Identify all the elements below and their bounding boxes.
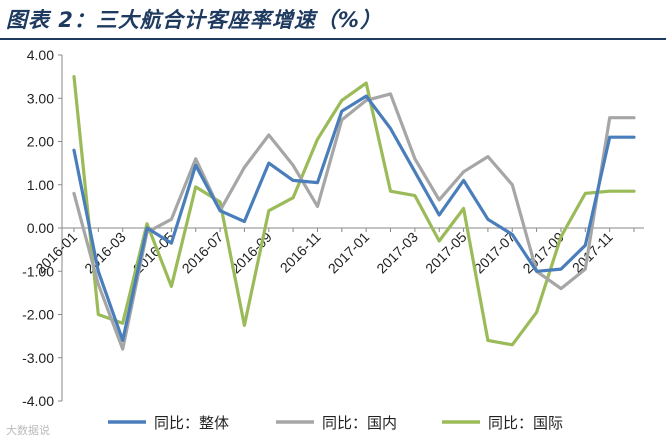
x-tick-label: 2017-05 xyxy=(422,229,470,277)
x-tick-label: 2017-01 xyxy=(325,229,373,277)
series-line xyxy=(72,94,636,342)
y-tick-label: 1.00 xyxy=(27,177,54,193)
x-tick-label: 2016-07 xyxy=(179,229,227,277)
chart-title: 图表 2：三大航合计客座率增速（%） xyxy=(6,8,382,32)
y-tick-label: 4.00 xyxy=(27,47,54,63)
legend-label: 同比：整体 xyxy=(154,414,229,432)
x-tick-label: 2017-03 xyxy=(373,229,421,277)
x-tick-label: 2017-11 xyxy=(569,229,616,276)
y-tick-label: -2.00 xyxy=(22,307,54,323)
watermark: 大数据说 xyxy=(6,424,50,437)
x-tick-label: 2016-11 xyxy=(277,229,324,276)
y-tick-label: 0.00 xyxy=(27,220,54,236)
y-tick-label: -3.00 xyxy=(22,350,54,366)
y-tick-label: 2.00 xyxy=(27,134,54,150)
y-tick-label: -1.00 xyxy=(22,263,54,279)
y-tick-label: 3.00 xyxy=(27,90,54,106)
series-line xyxy=(72,74,636,347)
y-axis: 4.00 3.00 2.00 1.00 0.00 -1.00 -2.00 -3.00 -4.00 xyxy=(22,47,63,409)
legend: 同比：整体 同比：国内 同比：国际 xyxy=(108,414,563,432)
title-divider xyxy=(0,38,666,40)
series-line xyxy=(72,92,636,351)
y-tick-label: -4.00 xyxy=(22,393,54,409)
legend-label: 同比：国际 xyxy=(488,414,563,432)
legend-label: 同比：国内 xyxy=(322,414,397,432)
series-group xyxy=(72,74,636,351)
